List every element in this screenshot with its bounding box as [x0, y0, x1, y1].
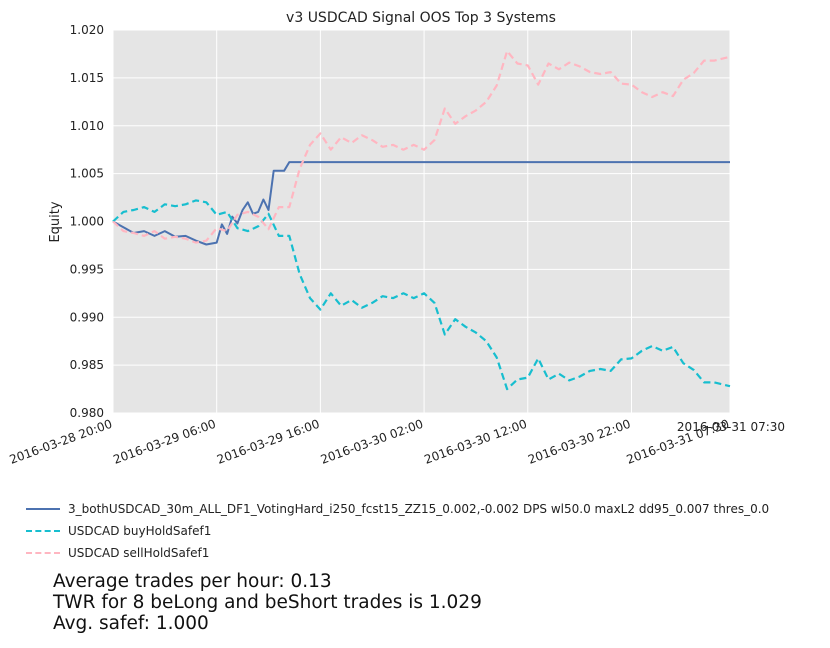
legend-swatch-sellhold [26, 552, 60, 554]
y-tick-label: 1.000 [70, 215, 104, 229]
y-tick-label: 1.015 [70, 71, 104, 85]
y-tick-label: 1.020 [70, 23, 104, 37]
y-tick-label: 0.985 [70, 358, 104, 372]
y-axis-label: Equity [48, 201, 63, 242]
x-tick-label: 2016-03-30 22:00 [526, 417, 632, 467]
summary-stats: Average trades per hour: 0.13 TWR for 8 … [53, 571, 482, 634]
chart-title: v3 USDCAD Signal OOS Top 3 Systems [286, 10, 556, 26]
series-buyhold-line [112, 199, 731, 391]
legend-item: 3_bothUSDCAD_30m_ALL_DF1_VotingHard_i250… [26, 498, 826, 520]
series-lines [112, 49, 731, 391]
avg-safef-text: Avg. safef: 1.000 [53, 613, 209, 634]
end-date-annotation: 2016-03-31 07:30 [677, 420, 785, 434]
twr-text: TWR for 8 beLong and beShort trades is 1… [53, 592, 482, 613]
series-sellhold-line [112, 49, 731, 244]
legend: 3_bothUSDCAD_30m_ALL_DF1_VotingHard_i250… [26, 498, 826, 564]
y-tick-label: 0.995 [70, 262, 104, 276]
legend-swatch-system [26, 508, 60, 510]
x-tick-label: 2016-03-29 06:00 [111, 417, 217, 467]
avg-trades-text: Average trades per hour: 0.13 [53, 571, 332, 592]
y-tick-label: 1.005 [70, 167, 104, 181]
legend-label: USDCAD buyHoldSafef1 [68, 524, 212, 538]
legend-swatch-buyhold [26, 530, 60, 532]
x-tick-label: 2016-03-28 20:00 [8, 417, 114, 467]
equity-chart: 0.980 0.985 0.990 0.995 1.000 1.005 1.010 1.015… [8, 10, 785, 467]
legend-label: USDCAD sellHoldSafef1 [68, 546, 210, 560]
legend-item: USDCAD sellHoldSafef1 [26, 542, 826, 564]
y-tick-label: 1.010 [70, 119, 104, 133]
legend-label: 3_bothUSDCAD_30m_ALL_DF1_VotingHard_i250… [68, 502, 770, 516]
y-axis-ticks: 0.980 0.985 0.990 0.995 1.000 1.005 1.010 1.015… [70, 23, 104, 420]
x-tick-label: 2016-03-29 16:00 [215, 417, 321, 467]
series-system-line [112, 161, 730, 246]
x-tick-label: 2016-03-30 12:00 [422, 417, 528, 467]
x-tick-label: 2016-03-30 02:00 [319, 417, 425, 467]
y-tick-label: 0.980 [70, 406, 104, 420]
legend-item: USDCAD buyHoldSafef1 [26, 520, 826, 542]
y-tick-label: 0.990 [70, 310, 104, 324]
